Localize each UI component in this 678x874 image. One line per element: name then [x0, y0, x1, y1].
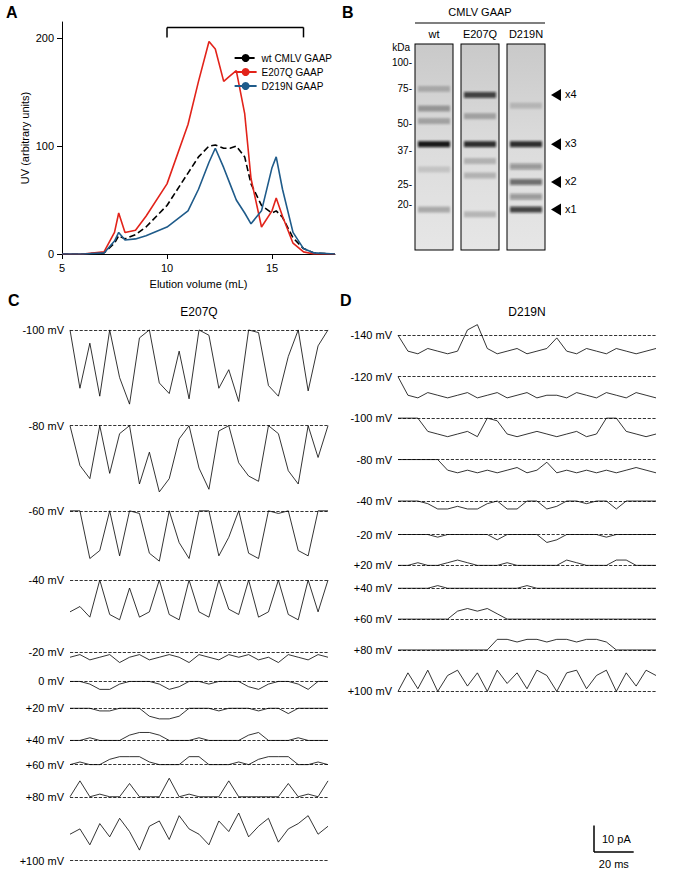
svg-text:-100 mV: -100 mV	[22, 324, 64, 336]
svg-text:75-: 75-	[398, 83, 412, 94]
svg-text:-40 mV: -40 mV	[357, 495, 393, 507]
svg-text:Elution volume (mL): Elution volume (mL)	[150, 278, 248, 290]
svg-text:-60 mV: -60 mV	[29, 505, 65, 517]
svg-text:kDa: kDa	[392, 42, 410, 53]
svg-text:10 pA: 10 pA	[602, 833, 631, 845]
svg-text:B: B	[342, 4, 354, 21]
svg-text:x2: x2	[565, 175, 577, 187]
svg-text:C: C	[8, 292, 20, 309]
svg-text:x3: x3	[565, 137, 577, 149]
svg-text:E207Q: E207Q	[463, 28, 498, 40]
svg-text:15: 15	[266, 262, 278, 274]
svg-text:x1: x1	[565, 203, 577, 215]
svg-text:+60 mV: +60 mV	[354, 613, 393, 625]
svg-text:+40 mV: +40 mV	[26, 734, 65, 746]
svg-text:20-: 20-	[398, 199, 412, 210]
svg-text:10: 10	[161, 262, 173, 274]
svg-text:100-: 100-	[392, 57, 412, 68]
svg-text:D219N: D219N	[509, 28, 543, 40]
svg-text:D219N: D219N	[508, 305, 545, 319]
svg-text:25-: 25-	[398, 179, 412, 190]
svg-text:-80 mV: -80 mV	[29, 420, 65, 432]
svg-text:37-: 37-	[398, 145, 412, 156]
svg-text:+60 mV: +60 mV	[26, 759, 65, 771]
svg-text:+40 mV: +40 mV	[354, 582, 393, 594]
svg-text:0: 0	[48, 248, 54, 260]
svg-text:200: 200	[36, 32, 54, 44]
svg-text:100: 100	[36, 140, 54, 152]
svg-text:-140 mV: -140 mV	[350, 329, 392, 341]
svg-text:*: *	[116, 194, 123, 211]
svg-text:+20 mV: +20 mV	[354, 559, 393, 571]
svg-text:5: 5	[59, 262, 65, 274]
svg-text:-40 mV: -40 mV	[29, 574, 65, 586]
svg-text:+20 mV: +20 mV	[26, 702, 65, 714]
svg-text:-20 mV: -20 mV	[29, 646, 65, 658]
svg-text:A: A	[6, 4, 18, 21]
svg-text:+100 mV: +100 mV	[348, 685, 393, 697]
svg-text:UV (arbitrary units): UV (arbitrary units)	[19, 92, 31, 184]
svg-text:-20 mV: -20 mV	[357, 529, 393, 541]
svg-text:D219N GAAP: D219N GAAP	[262, 81, 324, 92]
svg-text:-80 mV: -80 mV	[357, 454, 393, 466]
svg-text:E207Q GAAP: E207Q GAAP	[262, 67, 324, 78]
svg-text:-120 mV: -120 mV	[350, 371, 392, 383]
svg-text:50-: 50-	[398, 118, 412, 129]
svg-text:CMLV GAAP: CMLV GAAP	[448, 6, 511, 18]
svg-text:-100 mV: -100 mV	[350, 412, 392, 424]
svg-text:wt CMLV GAAP: wt CMLV GAAP	[261, 53, 333, 64]
svg-text:E207Q: E207Q	[180, 305, 217, 319]
svg-text:+100 mV: +100 mV	[20, 855, 65, 867]
svg-text:0 mV: 0 mV	[38, 675, 64, 687]
svg-text:D: D	[340, 292, 352, 309]
svg-text:+80 mV: +80 mV	[26, 791, 65, 803]
svg-text:20 ms: 20 ms	[599, 858, 629, 870]
svg-text:wt: wt	[428, 28, 440, 40]
svg-text:+80 mV: +80 mV	[354, 644, 393, 656]
svg-text:x4: x4	[565, 88, 577, 100]
